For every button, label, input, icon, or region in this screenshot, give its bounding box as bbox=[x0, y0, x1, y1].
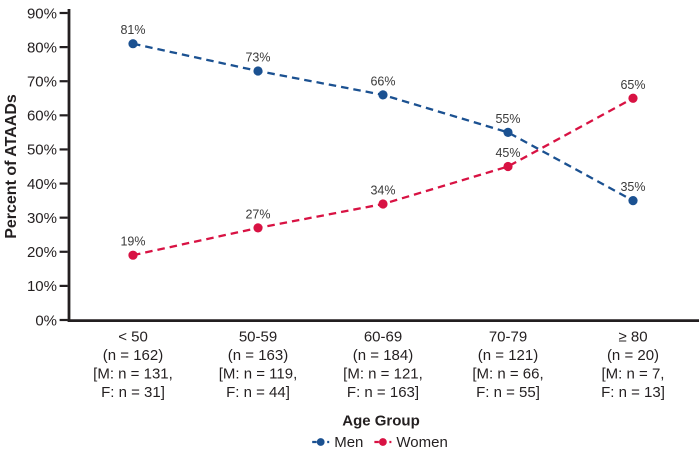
legend-label: Men bbox=[334, 434, 363, 451]
x-category-label: < 50 bbox=[118, 329, 148, 346]
x-category-label: 50-59 bbox=[239, 329, 277, 346]
y-axis-tick-label: 20% bbox=[27, 244, 57, 261]
data-point-women bbox=[503, 161, 513, 172]
data-point-label: 27% bbox=[245, 207, 270, 221]
data-point-women bbox=[253, 223, 263, 233]
y-axis-title: Percent of ATAADs bbox=[3, 94, 20, 239]
legend-item-women: Women bbox=[374, 434, 448, 451]
data-point-label: 73% bbox=[245, 50, 270, 64]
x-category-subline: F: n = 31] bbox=[101, 384, 165, 401]
x-category-subline: [M: n = 119, bbox=[219, 366, 298, 383]
x-category-subline: F: n = 44] bbox=[226, 384, 290, 401]
data-point-label: 55% bbox=[495, 112, 520, 126]
series-line-men bbox=[132, 42, 634, 202]
x-category-subline: F: n = 13] bbox=[601, 384, 665, 401]
legend-marker-dot bbox=[316, 438, 325, 446]
x-category-subline: (n = 20) bbox=[607, 347, 659, 364]
x-category-subline: [M: n = 7, bbox=[602, 366, 665, 383]
x-category-label: 70-79 bbox=[489, 329, 527, 346]
data-point-men bbox=[378, 90, 388, 100]
x-category-label: 60-69 bbox=[364, 329, 402, 346]
legend-marker-dot bbox=[378, 438, 387, 446]
x-category-subline: (n = 121) bbox=[478, 347, 538, 364]
x-category-subline: (n = 162) bbox=[103, 347, 163, 364]
data-point-label: 45% bbox=[495, 146, 520, 160]
series-line-women bbox=[132, 97, 634, 257]
data-point-label: 35% bbox=[620, 180, 645, 194]
y-axis-tick-label: 10% bbox=[27, 278, 57, 295]
x-category-subline: [M: n = 121, bbox=[343, 366, 423, 383]
data-point-men bbox=[628, 196, 638, 206]
data-point-men bbox=[503, 127, 513, 137]
data-point-label: 19% bbox=[120, 235, 145, 249]
y-axis-tick-label: 70% bbox=[27, 74, 57, 91]
data-point-label: 65% bbox=[620, 78, 645, 92]
y-axis-tick-label: 80% bbox=[27, 39, 57, 56]
y-axis-tick-label: 60% bbox=[27, 108, 57, 125]
legend: Men Women bbox=[312, 434, 448, 451]
data-point-men bbox=[253, 66, 263, 76]
data-point-label: 81% bbox=[120, 23, 145, 37]
x-axis-title: Age Group bbox=[342, 413, 420, 430]
x-category-label: ≥ 80 bbox=[618, 329, 647, 346]
y-axis-tick-label: 0% bbox=[35, 312, 57, 329]
y-axis-tick-label: 30% bbox=[27, 210, 57, 227]
legend-label: Women bbox=[396, 434, 447, 451]
data-point-women bbox=[628, 93, 638, 103]
data-point-women bbox=[128, 250, 138, 260]
x-category-subline: [M: n = 131, bbox=[93, 366, 173, 383]
data-point-women bbox=[378, 199, 388, 209]
data-point-men bbox=[128, 39, 138, 49]
x-category-subline: [M: n = 66, bbox=[472, 366, 543, 383]
y-axis-tick-label: 40% bbox=[27, 176, 57, 193]
y-axis-tick-label: 50% bbox=[27, 142, 57, 159]
x-category-subline: F: n = 163] bbox=[347, 384, 419, 401]
x-category-subline: F: n = 55] bbox=[476, 384, 540, 401]
legend-item-men: Men bbox=[312, 434, 363, 451]
data-point-label: 34% bbox=[370, 184, 395, 198]
y-axis-tick-label: 90% bbox=[27, 5, 57, 22]
x-category-subline: (n = 184) bbox=[353, 347, 413, 364]
x-category-subline: (n = 163) bbox=[228, 347, 288, 364]
data-point-label: 66% bbox=[370, 74, 395, 88]
